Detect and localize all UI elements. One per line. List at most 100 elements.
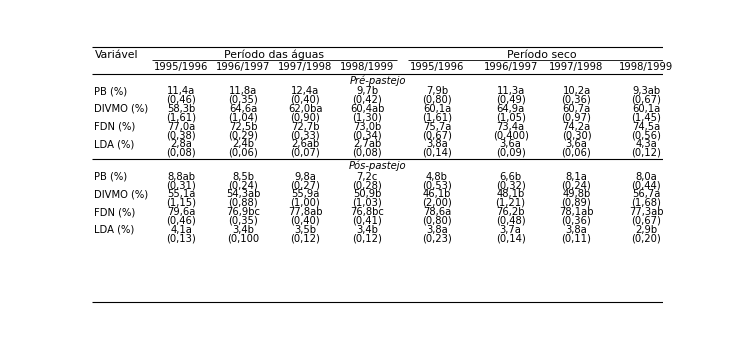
Text: 6,6b: 6,6b bbox=[500, 172, 522, 182]
Text: (0,42): (0,42) bbox=[352, 95, 382, 105]
Text: FDN (%): FDN (%) bbox=[94, 122, 136, 132]
Text: 77,0a: 77,0a bbox=[167, 122, 195, 132]
Text: 3,6a: 3,6a bbox=[565, 139, 587, 149]
Text: 1998/1999: 1998/1999 bbox=[619, 62, 674, 72]
Text: 2,9b: 2,9b bbox=[635, 225, 657, 235]
Text: (0,30): (0,30) bbox=[562, 130, 591, 140]
Text: 60,1a: 60,1a bbox=[632, 104, 660, 114]
Text: 4,8b: 4,8b bbox=[426, 172, 448, 182]
Text: (0,35): (0,35) bbox=[228, 95, 258, 105]
Text: (0,97): (0,97) bbox=[562, 113, 591, 122]
Text: (0,67): (0,67) bbox=[632, 95, 661, 105]
Text: 3,7a: 3,7a bbox=[500, 225, 522, 235]
Text: 46,1b: 46,1b bbox=[423, 189, 451, 199]
Text: (0,46): (0,46) bbox=[167, 95, 196, 105]
Text: (0,88): (0,88) bbox=[228, 198, 258, 208]
Text: 78,1ab: 78,1ab bbox=[559, 207, 594, 217]
Text: 58,3b: 58,3b bbox=[167, 104, 195, 114]
Text: (1,61): (1,61) bbox=[167, 113, 196, 122]
Text: (0,27): (0,27) bbox=[290, 180, 320, 190]
Text: 76,8bc: 76,8bc bbox=[350, 207, 384, 217]
Text: (0,09): (0,09) bbox=[496, 148, 525, 158]
Text: (0,31): (0,31) bbox=[167, 180, 196, 190]
Text: (1,68): (1,68) bbox=[632, 198, 661, 208]
Text: (0,34): (0,34) bbox=[352, 130, 382, 140]
Text: 77,8ab: 77,8ab bbox=[288, 207, 323, 217]
Text: 12,4a: 12,4a bbox=[291, 86, 319, 96]
Text: 50,9b: 50,9b bbox=[353, 189, 382, 199]
Text: 75,7a: 75,7a bbox=[423, 122, 451, 132]
Text: (0,56): (0,56) bbox=[632, 130, 661, 140]
Text: 76,2b: 76,2b bbox=[497, 207, 525, 217]
Text: 1997/1998: 1997/1998 bbox=[549, 62, 604, 72]
Text: (1,05): (1,05) bbox=[496, 113, 525, 122]
Text: 9,7b: 9,7b bbox=[356, 86, 378, 96]
Text: (0,89): (0,89) bbox=[562, 198, 591, 208]
Text: (0,36): (0,36) bbox=[562, 215, 591, 226]
Text: 48,1b: 48,1b bbox=[497, 189, 525, 199]
Text: (1,03): (1,03) bbox=[352, 198, 382, 208]
Text: (1,45): (1,45) bbox=[632, 113, 661, 122]
Text: (1,21): (1,21) bbox=[495, 198, 525, 208]
Text: (0,07): (0,07) bbox=[290, 148, 320, 158]
Text: 55,9a: 55,9a bbox=[291, 189, 319, 199]
Text: 10,2a: 10,2a bbox=[562, 86, 590, 96]
Text: 74,2a: 74,2a bbox=[562, 122, 590, 132]
Text: 60,4ab: 60,4ab bbox=[350, 104, 385, 114]
Text: 60,7a: 60,7a bbox=[562, 104, 590, 114]
Text: (0,12): (0,12) bbox=[352, 233, 383, 243]
Text: LDA (%): LDA (%) bbox=[94, 225, 135, 235]
Text: 7,9b: 7,9b bbox=[426, 86, 448, 96]
Text: (0,06): (0,06) bbox=[228, 148, 258, 158]
Text: 11,4a: 11,4a bbox=[167, 86, 195, 96]
Text: 3,4b: 3,4b bbox=[232, 225, 254, 235]
Text: (0,40): (0,40) bbox=[290, 95, 320, 105]
Text: 8,1a: 8,1a bbox=[565, 172, 587, 182]
Text: 78,6a: 78,6a bbox=[423, 207, 451, 217]
Text: 11,8a: 11,8a bbox=[229, 86, 257, 96]
Text: (2,00): (2,00) bbox=[422, 198, 452, 208]
Text: (0,14): (0,14) bbox=[496, 233, 525, 243]
Text: Pré-pastejo: Pré-pastejo bbox=[349, 75, 406, 86]
Text: 74,5a: 74,5a bbox=[632, 122, 660, 132]
Text: 76,9bc: 76,9bc bbox=[226, 207, 260, 217]
Text: 7,2c: 7,2c bbox=[357, 172, 378, 182]
Text: (0,06): (0,06) bbox=[562, 148, 591, 158]
Text: 49,8b: 49,8b bbox=[562, 189, 590, 199]
Text: (0,12): (0,12) bbox=[632, 148, 661, 158]
Text: (0,12): (0,12) bbox=[290, 233, 320, 243]
Text: (0,41): (0,41) bbox=[352, 215, 382, 226]
Text: 11,3a: 11,3a bbox=[497, 86, 525, 96]
Text: 1998/1999: 1998/1999 bbox=[340, 62, 394, 72]
Text: 1996/1997: 1996/1997 bbox=[216, 62, 270, 72]
Text: 64,9a: 64,9a bbox=[497, 104, 525, 114]
Text: 72,7b: 72,7b bbox=[291, 122, 320, 132]
Text: DIVMO (%): DIVMO (%) bbox=[94, 104, 149, 114]
Text: (0,14): (0,14) bbox=[422, 148, 452, 158]
Text: (0,35): (0,35) bbox=[228, 215, 258, 226]
Text: 77,3ab: 77,3ab bbox=[629, 207, 663, 217]
Text: (0,38): (0,38) bbox=[167, 130, 196, 140]
Text: (1,61): (1,61) bbox=[422, 113, 452, 122]
Text: 3,8a: 3,8a bbox=[426, 225, 448, 235]
Text: 3,8a: 3,8a bbox=[565, 225, 587, 235]
Text: 3,5b: 3,5b bbox=[294, 225, 316, 235]
Text: 1996/1997: 1996/1997 bbox=[483, 62, 538, 72]
Text: (0,08): (0,08) bbox=[352, 148, 382, 158]
Text: (0,80): (0,80) bbox=[422, 95, 452, 105]
Text: (0,100: (0,100 bbox=[227, 233, 259, 243]
Text: 2,4b: 2,4b bbox=[232, 139, 254, 149]
Text: (0,400): (0,400) bbox=[493, 130, 528, 140]
Text: 9,8a: 9,8a bbox=[294, 172, 316, 182]
Text: Período seco: Período seco bbox=[507, 50, 576, 60]
Text: 8,8ab: 8,8ab bbox=[167, 172, 195, 182]
Text: PB (%): PB (%) bbox=[94, 86, 128, 96]
Text: 79,6a: 79,6a bbox=[167, 207, 195, 217]
Text: LDA (%): LDA (%) bbox=[94, 139, 135, 149]
Text: 4,3a: 4,3a bbox=[635, 139, 657, 149]
Text: 1995/1996: 1995/1996 bbox=[410, 62, 464, 72]
Text: 9,3ab: 9,3ab bbox=[632, 86, 660, 96]
Text: 64,6a: 64,6a bbox=[229, 104, 257, 114]
Text: (0,33): (0,33) bbox=[290, 130, 320, 140]
Text: (0,46): (0,46) bbox=[167, 215, 196, 226]
